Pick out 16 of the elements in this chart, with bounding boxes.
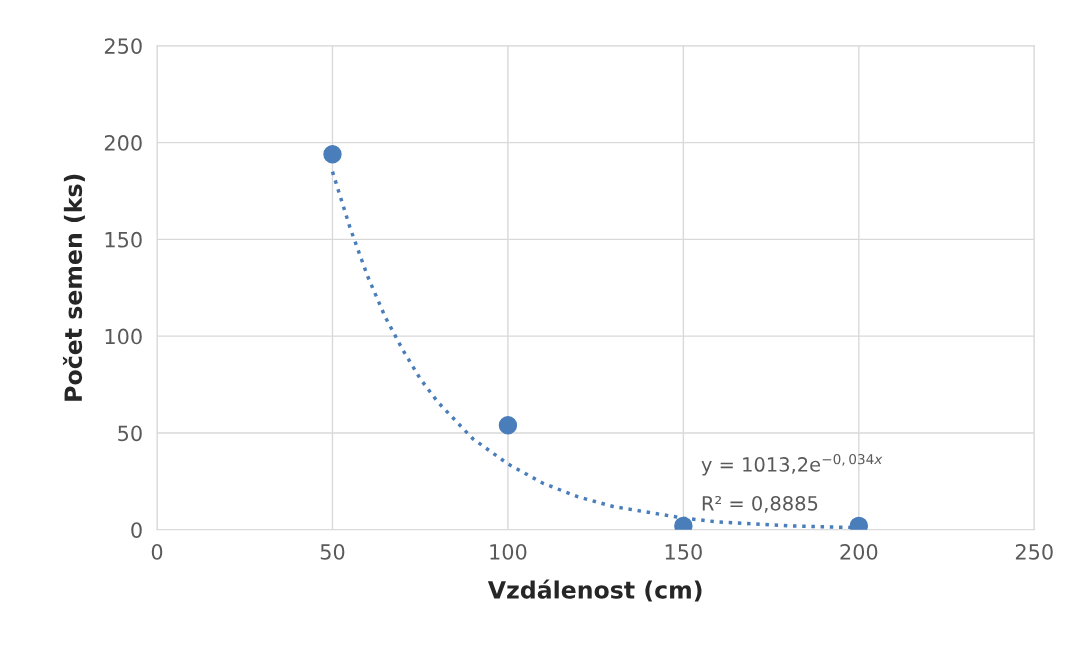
y-tick-label: 150 <box>105 231 142 248</box>
y-tick-label: 250 <box>104 38 142 54</box>
annotation: R² = 0,8885 <box>702 495 818 513</box>
y-tick-label: 50 <box>118 425 142 442</box>
x-tick-label: 0 <box>151 544 163 560</box>
x-axis-title: Vzdálenost (cm) <box>487 579 702 602</box>
y-tick-label: 100 <box>105 328 142 345</box>
annotation: y = 1013,2e$^{−0,034x}$ <box>701 453 883 476</box>
y-tick-label: 0 <box>131 522 142 538</box>
x-tick-label: 250 <box>1015 544 1053 560</box>
x-tick-label: 150 <box>665 544 702 560</box>
y-axis-title: Počet semen (ks) <box>62 174 85 401</box>
x-tick-label: 50 <box>320 544 345 560</box>
y-tick-label: 200 <box>104 135 142 151</box>
x-tick-label: 100 <box>490 544 527 560</box>
x-tick-label: 200 <box>840 544 878 560</box>
